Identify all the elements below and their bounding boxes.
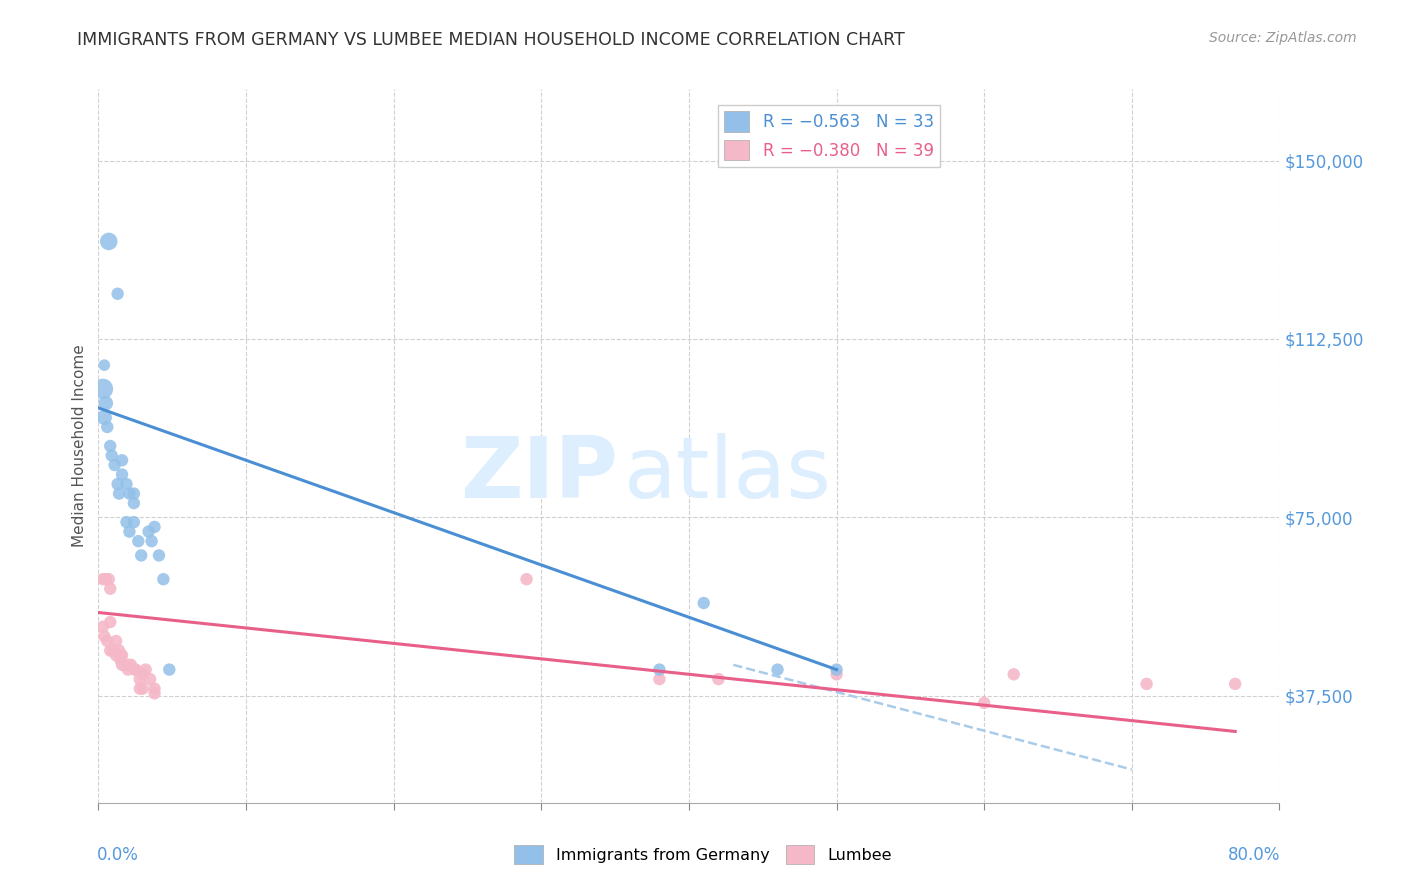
Point <box>138 524 160 539</box>
Point <box>105 634 128 648</box>
Y-axis label: Median Household Income: Median Household Income <box>72 344 87 548</box>
Point <box>124 663 146 677</box>
Text: 80.0%: 80.0% <box>1229 846 1281 863</box>
Text: atlas: atlas <box>624 433 832 516</box>
Point <box>98 439 121 453</box>
Point <box>103 643 125 657</box>
Point <box>120 657 142 672</box>
Text: Source: ZipAtlas.com: Source: ZipAtlas.com <box>1209 31 1357 45</box>
Point <box>107 477 129 491</box>
Point <box>157 663 180 677</box>
Point <box>114 657 136 672</box>
Point <box>97 572 120 586</box>
Point <box>94 572 117 586</box>
Point <box>648 672 671 686</box>
Point <box>973 696 995 710</box>
Point <box>693 596 716 610</box>
Point <box>91 572 114 586</box>
Point <box>104 458 127 472</box>
Point <box>108 643 131 657</box>
Legend: Immigrants from Germany, Lumbee: Immigrants from Germany, Lumbee <box>508 838 898 871</box>
Point <box>122 486 145 500</box>
Legend: R = −0.563   N = 33, R = −0.380   N = 39: R = −0.563 N = 33, R = −0.380 N = 39 <box>717 104 941 167</box>
Text: ZIP: ZIP <box>460 433 619 516</box>
Point <box>1002 667 1025 681</box>
Point <box>97 235 120 249</box>
Point <box>141 534 163 549</box>
Point <box>94 396 117 410</box>
Point <box>766 663 789 677</box>
Point <box>148 549 170 563</box>
Point <box>825 663 848 677</box>
Point <box>115 515 138 529</box>
Point <box>96 634 118 648</box>
Point <box>105 648 128 663</box>
Point <box>98 643 121 657</box>
Point <box>93 629 115 643</box>
Point <box>107 286 129 301</box>
Point <box>139 672 162 686</box>
Point <box>100 449 122 463</box>
Point <box>93 358 115 372</box>
Point <box>98 582 121 596</box>
Point <box>117 663 139 677</box>
Point <box>98 615 121 629</box>
Point <box>132 667 155 681</box>
Point <box>516 572 538 586</box>
Point <box>143 520 166 534</box>
Point <box>825 667 848 681</box>
Point <box>132 681 155 696</box>
Point <box>115 477 138 491</box>
Point <box>128 672 150 686</box>
Point <box>117 657 139 672</box>
Point <box>110 648 132 663</box>
Point <box>143 686 166 700</box>
Point <box>127 534 149 549</box>
Text: IMMIGRANTS FROM GERMANY VS LUMBEE MEDIAN HOUSEHOLD INCOME CORRELATION CHART: IMMIGRANTS FROM GERMANY VS LUMBEE MEDIAN… <box>77 31 905 49</box>
Point <box>1225 677 1247 691</box>
Point <box>118 486 141 500</box>
Point <box>118 524 141 539</box>
Point <box>152 572 174 586</box>
Point <box>648 663 671 677</box>
Point <box>143 681 166 696</box>
Text: 0.0%: 0.0% <box>97 846 139 863</box>
Point <box>111 648 134 663</box>
Point <box>96 420 118 434</box>
Point <box>91 620 114 634</box>
Point <box>91 382 114 396</box>
Point <box>124 663 146 677</box>
Point <box>707 672 730 686</box>
Point <box>93 410 115 425</box>
Point <box>122 515 145 529</box>
Point <box>108 486 131 500</box>
Point <box>111 453 134 467</box>
Point <box>111 467 134 482</box>
Point <box>1136 677 1159 691</box>
Point <box>128 681 150 696</box>
Point <box>110 653 132 667</box>
Point <box>111 657 134 672</box>
Point <box>129 549 152 563</box>
Point <box>122 496 145 510</box>
Point <box>135 663 157 677</box>
